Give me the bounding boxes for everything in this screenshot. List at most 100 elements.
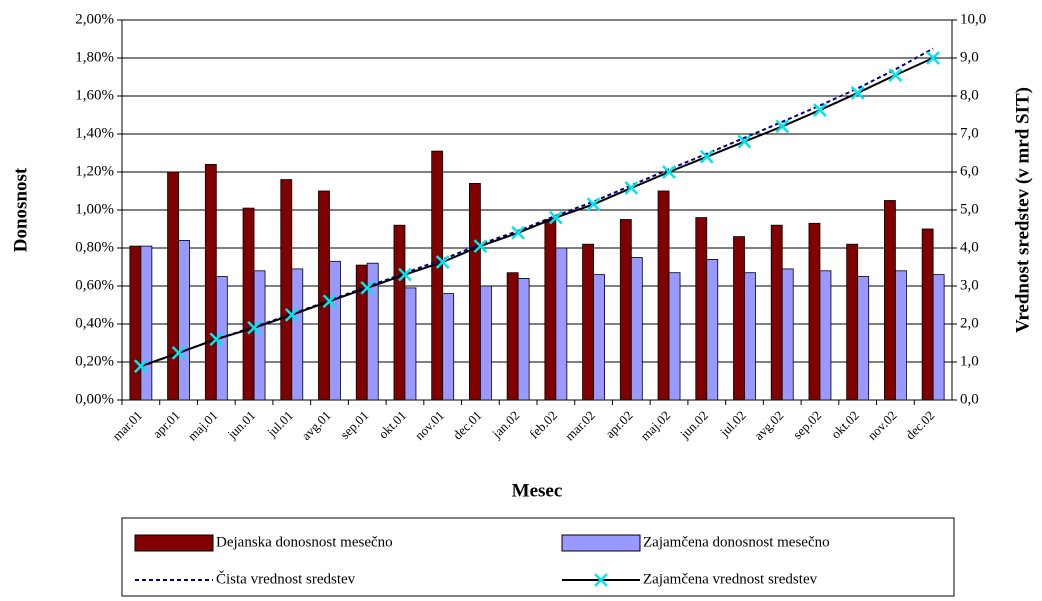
marker	[398, 267, 412, 282]
x-tick-label: feb.02	[526, 408, 560, 442]
x-tick-label: jun.01	[224, 408, 259, 443]
marker	[850, 86, 865, 100]
marker	[737, 134, 752, 149]
marker	[171, 345, 186, 360]
bar	[280, 179, 293, 401]
bar	[744, 272, 756, 401]
marker	[360, 281, 375, 295]
bar	[808, 222, 821, 401]
bar	[366, 262, 379, 401]
y2-tick-label: 10,0	[960, 11, 986, 27]
marker	[473, 239, 488, 253]
y2-tick-label: 2,0	[960, 315, 979, 331]
y-tick-label: 2,00%	[75, 11, 114, 27]
line	[140, 57, 934, 368]
x-tick-label: maj.02	[637, 408, 673, 444]
bar	[781, 268, 794, 401]
bar	[167, 171, 179, 401]
marker	[813, 103, 827, 117]
x-tick-label: jan.02	[488, 408, 522, 442]
bar	[733, 236, 745, 401]
x-tick-label: sep.02	[790, 408, 824, 442]
marker	[435, 255, 450, 269]
marker	[209, 332, 224, 347]
bar	[657, 190, 670, 401]
x-tick-label: dec.02	[903, 408, 938, 443]
marker	[511, 225, 526, 240]
y-tick-label: 1,60%	[75, 87, 114, 103]
bar	[668, 272, 681, 401]
bar	[442, 293, 455, 401]
bar	[469, 182, 481, 401]
bar	[593, 274, 605, 401]
line	[140, 47, 934, 368]
marker	[888, 68, 903, 82]
bar	[140, 245, 153, 401]
bar	[884, 200, 896, 401]
bar	[506, 272, 519, 401]
y2-tick-label: 7,0	[960, 125, 979, 141]
bar	[404, 287, 417, 401]
bar	[921, 228, 934, 401]
bar	[242, 207, 255, 401]
legend-swatch	[134, 534, 214, 552]
y2-tick-label: 6,0	[960, 163, 979, 179]
x-tick-label: nov.01	[412, 408, 447, 443]
y-tick-label: 0,40%	[75, 315, 114, 331]
bar	[932, 274, 945, 401]
x-tick-label: jul.02	[716, 408, 749, 441]
y2-tick-label: 4,0	[960, 239, 979, 255]
legend-label: Dejanska donosnost mesečno	[216, 534, 393, 550]
x-tick-label: okt.01	[375, 408, 409, 442]
y2-tick-label: 5,0	[960, 201, 979, 217]
bar	[253, 270, 266, 401]
y2-tick-label: 1,0	[960, 353, 979, 369]
x-tick-label: avg.02	[751, 408, 786, 443]
bar	[706, 258, 719, 401]
bar	[770, 224, 783, 401]
x-tick-label: dec.01	[450, 408, 485, 443]
legend-box	[121, 517, 955, 597]
y-tick-label: 0,60%	[75, 277, 114, 293]
y-tick-label: 1,80%	[75, 49, 114, 65]
y-tick-label: 1,00%	[75, 201, 114, 217]
marker	[624, 181, 639, 195]
bar	[895, 270, 907, 401]
y-tick-label: 0,00%	[75, 391, 114, 407]
bar	[393, 224, 406, 401]
bar	[555, 247, 568, 401]
bar	[129, 245, 142, 401]
y2-tick-label: 9,0	[960, 49, 979, 65]
bar	[329, 260, 341, 401]
x-tick-label: avg.01	[298, 408, 333, 443]
marker	[322, 294, 337, 309]
y2-tick-label: 0,0	[960, 391, 979, 407]
bar	[544, 219, 557, 401]
marker	[775, 119, 790, 134]
x-tick-label: apr.02	[602, 408, 635, 441]
bar	[517, 277, 530, 401]
y-tick-label: 1,40%	[75, 125, 114, 141]
legend-label: Zajamčena vrednost sredstev	[643, 571, 818, 587]
marker	[133, 359, 148, 374]
marker	[662, 165, 676, 179]
y-axis-title: Donosnost	[10, 167, 31, 252]
marker	[548, 210, 563, 225]
marker	[926, 51, 941, 65]
marker	[247, 320, 261, 335]
x-tick-label: jun.02	[676, 408, 711, 443]
bar	[695, 217, 708, 401]
bar	[630, 257, 643, 401]
x-tick-label: mar.02	[562, 408, 598, 444]
bar	[178, 239, 190, 401]
y2-axis-title: Vrednost sredstev (v mrd SIT)	[1012, 87, 1033, 333]
marker	[699, 149, 714, 164]
bar	[431, 150, 444, 401]
y-tick-label: 0,80%	[75, 239, 114, 255]
y-tick-label: 1,20%	[75, 163, 114, 179]
y2-tick-label: 3,0	[960, 277, 979, 293]
y2-tick-label: 8,0	[960, 87, 979, 103]
y-tick-label: 0,20%	[75, 353, 114, 369]
x-tick-label: sep.01	[337, 408, 371, 442]
